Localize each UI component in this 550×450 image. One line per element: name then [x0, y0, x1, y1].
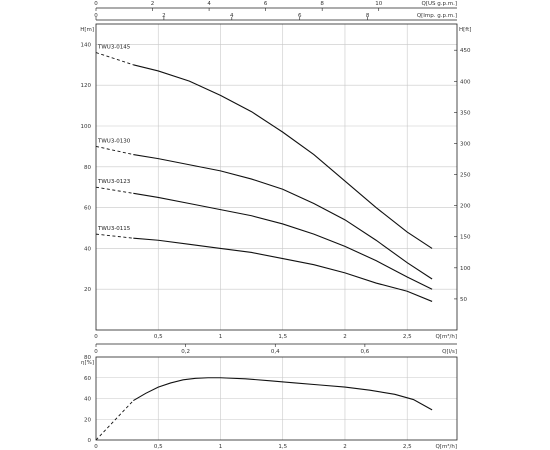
pump-curve-dashed-extension — [95, 52, 134, 66]
efficiency-curve-dashed-extension — [95, 400, 134, 441]
imp-gpm-axis-label: Q[Imp. g.p.m.] — [417, 13, 457, 19]
efficiency-curve — [133, 377, 433, 411]
head-ft-tick-label: 400 — [460, 79, 471, 85]
head-m-tick-label: 120 — [81, 83, 92, 89]
imp-gpm-tick-label: 6 — [298, 13, 302, 19]
efficiency-tick-label: 60 — [84, 376, 91, 382]
head-ft-tick-label: 450 — [460, 48, 471, 54]
pump-curve-dashed-extension — [95, 186, 134, 194]
head-ft-tick-label: 150 — [460, 235, 471, 241]
flow-m3h-tick-label: 2,5 — [403, 444, 412, 450]
head-m-tick-label: 100 — [81, 124, 92, 130]
efficiency-curve-panel: 0 20 40 60 80η[%] 0,5 1 1,5 2 2,5 0 Q[m³/h] — [81, 355, 458, 450]
head-m-axis-label: H[m] — [80, 27, 94, 33]
us-gpm-tick-label: 8 — [320, 1, 324, 7]
imp-gpm-tick-label: 0 — [94, 13, 98, 19]
head-m-tick-label: 140 — [81, 42, 92, 48]
head-ft-tick-label: 100 — [460, 266, 471, 272]
efficiency-tick-label: 40 — [84, 397, 91, 403]
pump-head-curve — [133, 154, 433, 280]
flow-m3h-axis-label: Q[m³/h] — [435, 333, 457, 340]
imp-gpm-tick-label: 2 — [162, 13, 166, 19]
flow-m3h-tick-label: 0 — [94, 334, 98, 340]
flow-m3h-tick-label: 1 — [219, 334, 223, 340]
us-gpm-tick-label: 4 — [207, 1, 211, 7]
head-ft-tick-label: 200 — [460, 204, 471, 210]
head-ft-tick-label: 50 — [460, 297, 467, 303]
us-gpm-tick-label: 2 — [151, 1, 155, 7]
pump-head-curve — [133, 237, 433, 302]
flow-m3h-tick-label: 2 — [343, 444, 347, 450]
flow-m3h-tick-label: 2 — [343, 334, 347, 340]
head-ft-tick-label: 300 — [460, 141, 471, 147]
flow-m3h-axis-label: Q[m³/h] — [435, 443, 457, 450]
imp-gpm-tick-label: 4 — [230, 13, 234, 19]
flow-m3h-tick-label: 0,5 — [154, 334, 163, 340]
flow-ls-axis-label: Q[l/s] — [442, 349, 457, 355]
flow-m3h-tick-label: 1,5 — [278, 444, 287, 450]
head-ft-axis-label: H[ft] — [459, 27, 471, 33]
head-m-tick-label: 60 — [84, 206, 91, 212]
plot-frame — [95, 23, 458, 331]
efficiency-axis-label: η[%] — [81, 360, 94, 366]
head-ft-tick-label: 350 — [460, 110, 471, 116]
pump-curve-dashed-extension — [95, 145, 134, 155]
us-gpm-axis-label: Q[US g.p.m.] — [422, 1, 457, 7]
flow-ls-tick-label: 0,2 — [181, 349, 190, 355]
pump-curve-dashed-extension — [95, 233, 134, 239]
pump-curve-label: TWU3-0130 — [97, 138, 131, 144]
pump-head-curve — [133, 64, 433, 249]
flow-m3h-tick-label: 1,5 — [278, 334, 287, 340]
flow-m3h-tick-label: 1 — [219, 444, 223, 450]
pump-curve-label: TWU3-0145 — [97, 45, 131, 51]
flow-m3h-tick-label: 2,5 — [403, 334, 412, 340]
flow-m3h-tick-label: 0,5 — [154, 444, 163, 450]
plot-frame — [95, 356, 458, 441]
flow-ls-tick-label: 0,4 — [271, 349, 280, 355]
pump-head-curve — [133, 192, 433, 290]
head-curve-panel: 0 2 4 6 8 10 Q[US g.p.m.]0 2 4 6 8 Q[Imp. g.p.m.]20… — [80, 1, 471, 355]
head-m-tick-label: 20 — [84, 287, 91, 293]
flow-ls-tick-label: 0,6 — [361, 349, 370, 355]
head-m-tick-label: 40 — [84, 246, 91, 252]
us-gpm-tick-label: 6 — [264, 1, 268, 7]
head-m-tick-label: 80 — [84, 165, 91, 171]
pump-curve-label: TWU3-0115 — [97, 226, 131, 232]
us-gpm-tick-label: 0 — [94, 1, 98, 7]
efficiency-tick-label: 20 — [84, 417, 91, 423]
us-gpm-tick-label: 10 — [375, 1, 382, 7]
pump-curve-label: TWU3-0123 — [97, 179, 131, 185]
head-ft-tick-label: 250 — [460, 173, 471, 179]
efficiency-tick-label: 0 — [88, 438, 92, 444]
imp-gpm-tick-label: 8 — [366, 13, 370, 19]
flow-ls-tick-label: 0 — [94, 349, 98, 355]
flow-m3h-tick-label: 0 — [94, 444, 98, 450]
efficiency-tick-label: 80 — [84, 355, 91, 361]
